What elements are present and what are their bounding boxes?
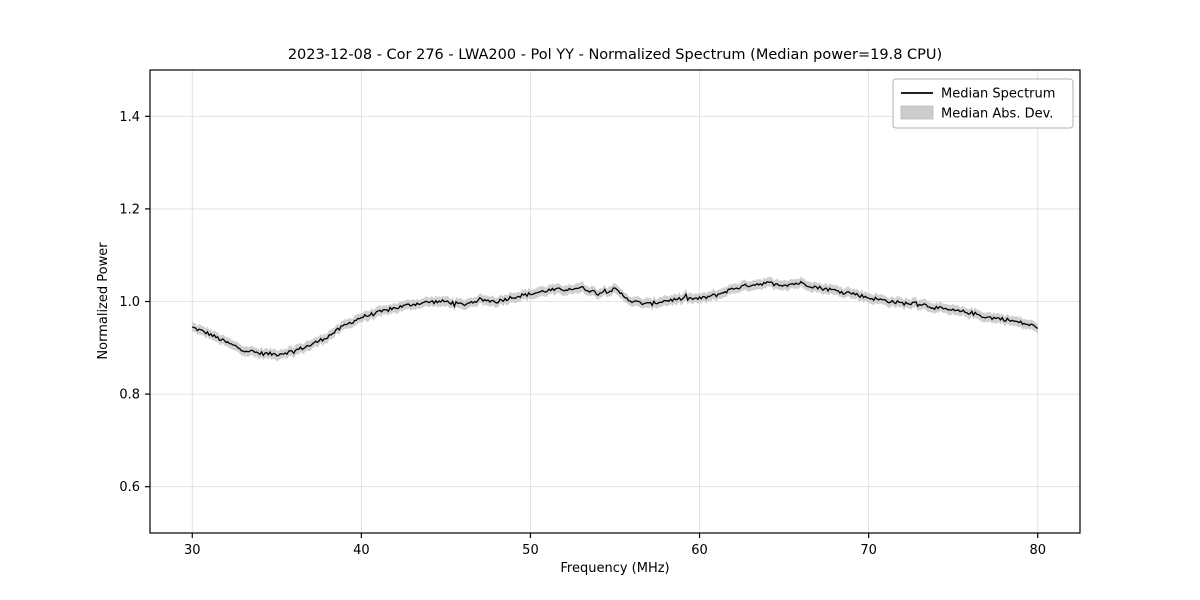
median-abs-dev-band [192, 276, 1038, 362]
legend: Median Spectrum Median Abs. Dev. [892, 78, 1074, 129]
x-tick-label: 70 [860, 543, 877, 558]
grid [150, 70, 1080, 533]
x-tick-label: 40 [353, 543, 370, 558]
axes-spines [149, 69, 1081, 534]
chart-title: 2023-12-08 - Cor 276 - LWA200 - Pol YY -… [288, 47, 942, 63]
axis-ticks: 30 40 50 60 70 80 0.6 0.8 1.0 1.2 1.4 [119, 110, 1046, 558]
x-axis-label: Frequency (MHz) [560, 561, 669, 576]
x-tick-label: 60 [691, 543, 708, 558]
mad-band-area [192, 276, 1038, 362]
y-tick-label: 0.6 [119, 480, 140, 495]
x-tick-label: 30 [184, 543, 201, 558]
y-tick-label: 1.4 [119, 110, 140, 125]
x-tick-label: 80 [1029, 543, 1046, 558]
x-tick-label: 50 [522, 543, 539, 558]
legend-label-median-spectrum: Median Spectrum [941, 87, 1055, 102]
y-tick-label: 1.2 [119, 202, 140, 217]
median-spectrum-line [192, 280, 1039, 357]
y-tick-label: 0.8 [119, 388, 140, 403]
legend-box [892, 78, 1074, 129]
y-axis-label: Normalized Power [96, 242, 111, 360]
legend-label-median-abs-dev: Median Abs. Dev. [941, 107, 1053, 122]
legend-patch-sample [900, 105, 934, 120]
y-tick-label: 1.0 [119, 295, 140, 310]
median-spectrum-path [192, 280, 1039, 357]
